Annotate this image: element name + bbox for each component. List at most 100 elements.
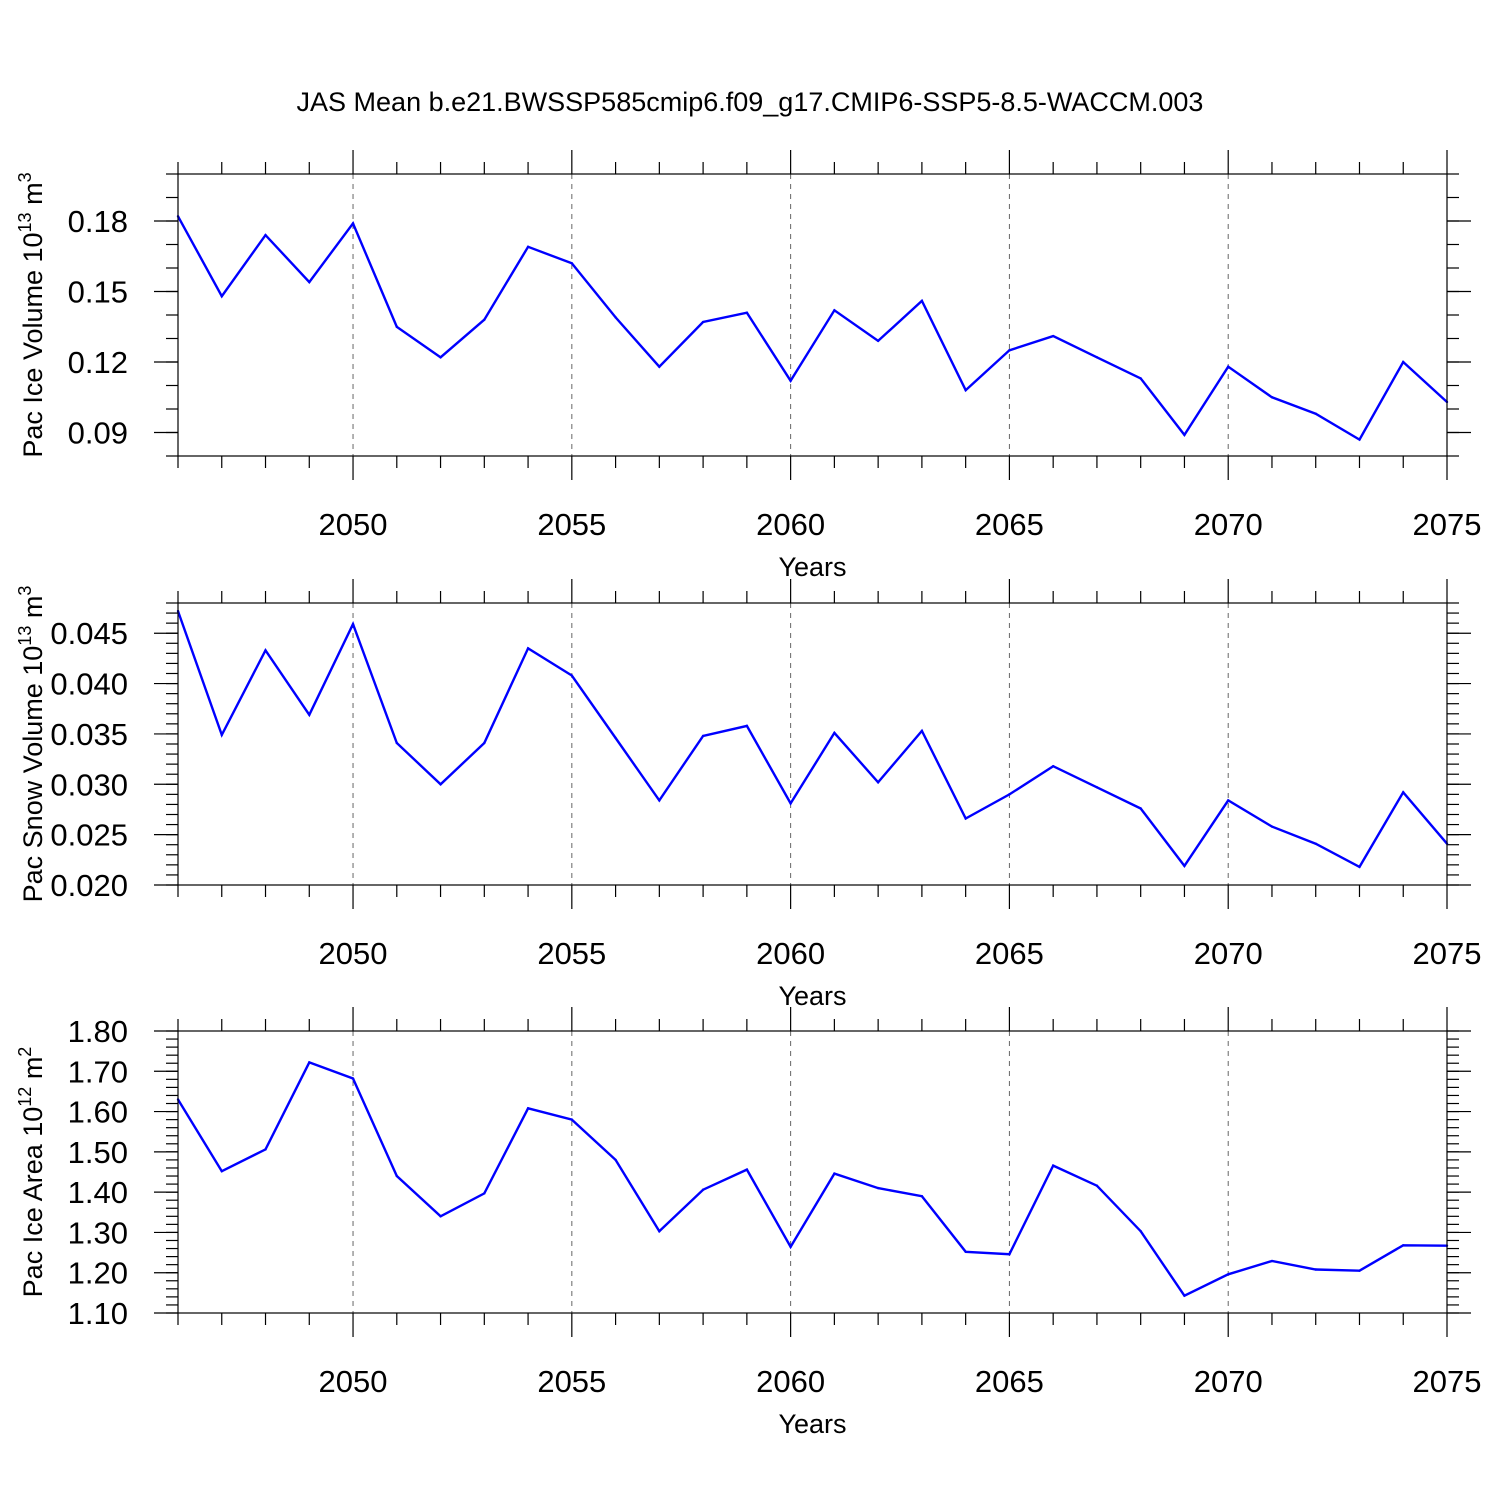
data-point [526,647,530,650]
x-tick-label: 2070 [1194,1364,1263,1399]
data-point [614,1158,617,1162]
data-point [1402,791,1405,794]
data-point [264,1148,267,1151]
x-tick-label: 2060 [756,936,825,971]
data-point [1314,842,1317,845]
y-tick-label: 0.040 [50,667,128,702]
x-tick-label: 2065 [975,936,1044,971]
y-tick-label: 0.035 [50,717,128,752]
x-tick-label: 2055 [537,507,606,542]
data-point [658,799,661,802]
data-point [570,1118,574,1121]
x-axis-label: Years [778,552,846,582]
data-point [614,316,617,319]
y-tick-label: 0.025 [50,818,128,853]
data-point [920,1194,924,1198]
y-axis-label-main: Pac Ice Volume 10 [18,232,48,457]
data-point [658,1230,661,1233]
data-point [1183,433,1186,437]
data-point [308,280,311,284]
data-point [1051,1164,1055,1167]
data-point [1227,1273,1230,1276]
data-point [526,1107,530,1110]
data-point [1402,1244,1405,1247]
chart-title: JAS Mean b.e21.BWSSP585cmip6.f09_g17.CMI… [297,87,1204,117]
y-axis-label-unit: m [18,182,48,212]
data-point [833,1172,836,1175]
data-point [483,1192,486,1195]
y-axis-label-exponent: 13 [15,212,35,232]
data-point [920,729,924,733]
data-point [745,1168,749,1171]
data-point [701,734,705,738]
y-tick-label: 0.15 [68,275,128,310]
data-point [439,1215,442,1218]
panel-3: 1.10 1.20 1.30 1.40 1.50 1.60 1.70 1.80 2050 2055… [15,1007,1481,1439]
data-point [1270,1259,1274,1263]
y-tick-label: 1.20 [68,1256,128,1291]
y-tick-label: 0.030 [50,767,128,802]
x-tick-label: 2050 [319,936,388,971]
data-point [789,379,792,382]
data-point [220,1169,223,1173]
data-point [439,783,442,786]
y-axis-label-main: Pac Snow Volume 10 [18,646,48,903]
data-point [1358,865,1361,869]
x-tick-label: 2055 [537,936,606,971]
y-tick-label: 1.80 [68,1014,128,1049]
series-line [176,610,1448,869]
y-axis-label-unit: m [18,1057,48,1087]
y-axis-label: Pac Snow Volume 1013 m3 [15,586,48,903]
data-point [1227,799,1230,802]
plot-frame [177,1030,1448,1314]
y-tick-label: 0.18 [68,204,128,239]
data-point [745,311,749,314]
data-point [1008,1252,1011,1256]
y-tick-label: 0.045 [50,616,128,651]
data-point [1314,1268,1317,1271]
series-line [176,1060,1448,1298]
data-point [876,1186,880,1190]
data-point [439,356,442,359]
data-point [1314,412,1317,415]
plot-frame [177,602,1448,886]
data-point [351,1077,355,1080]
data-point [1358,438,1361,441]
x-axis-label: Years [778,981,846,1011]
data-point [1051,334,1055,338]
y-tick-label: 1.50 [68,1135,128,1170]
y-axis-label: Pac Ice Area 1012 m2 [15,1047,48,1298]
data-point [658,365,661,368]
data-point [964,389,967,392]
data-point [570,262,574,265]
data-point [570,674,574,677]
panel-1: 0.09 0.12 0.15 0.18 2050 2055 2060 2065 2070 2075… [15,150,1481,582]
x-tick-label: 2060 [756,1364,825,1399]
data-point [1095,1184,1099,1187]
y-axis-label-unit: m [18,596,48,626]
x-axis-label: Years [778,1409,846,1439]
data-point [1051,764,1055,768]
data-point [264,233,267,237]
y-tick-label: 1.70 [68,1054,128,1089]
data-point [1358,1269,1361,1272]
data-point [964,1250,967,1253]
x-tick-label: 2070 [1194,507,1263,542]
data-point [395,325,398,328]
data-point [833,309,836,312]
plot-frame [177,173,1448,457]
x-tick-label: 2065 [975,507,1044,542]
data-point [1008,349,1011,352]
data-point [351,622,355,626]
data-point [1095,356,1099,359]
y-tick-label: 0.12 [68,345,128,380]
data-point [1095,786,1099,789]
data-point [1227,365,1230,368]
y-axis-label-unit-exponent: 3 [15,172,35,182]
data-point [220,733,223,737]
data-point [1139,377,1142,380]
x-tick-label: 2075 [1413,507,1482,542]
data-point [833,731,836,735]
data-point [220,295,223,298]
